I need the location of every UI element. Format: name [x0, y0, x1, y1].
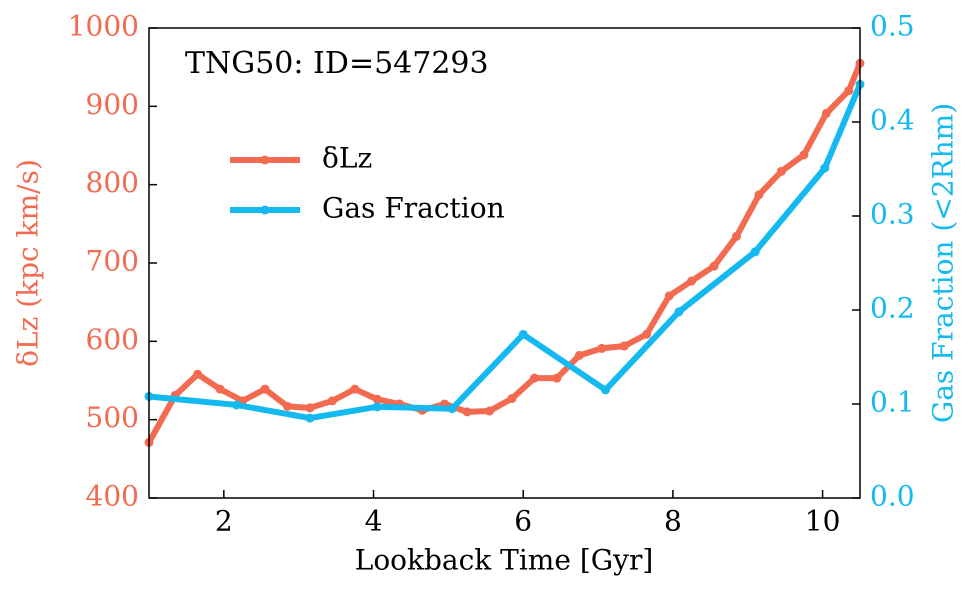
point: [820, 163, 830, 173]
point: [552, 373, 562, 383]
legend-marker: [260, 155, 270, 165]
point: [750, 247, 760, 257]
y2-tick-label: 0.0: [870, 480, 915, 513]
x-tick-label: 10: [805, 505, 841, 538]
point: [305, 403, 315, 413]
legend-label: Gas Fraction: [322, 192, 505, 225]
point: [372, 402, 382, 412]
point: [754, 190, 764, 200]
point: [507, 394, 517, 404]
point: [642, 329, 652, 339]
point: [664, 291, 674, 301]
point: [844, 86, 854, 96]
y-tick-label: 800: [86, 166, 139, 199]
point: [232, 400, 242, 410]
point: [260, 384, 270, 394]
point: [674, 307, 684, 317]
y2-tick-label: 0.2: [870, 292, 915, 325]
point: [462, 407, 472, 417]
point: [732, 231, 742, 241]
point: [485, 406, 495, 416]
legend-label: δLz: [322, 142, 372, 175]
point: [215, 384, 225, 394]
y2-tick-label: 0.3: [870, 198, 915, 231]
x-tick-label: 8: [664, 505, 682, 538]
x-tick-label: 2: [215, 505, 233, 538]
y-tick-label: 400: [86, 480, 139, 513]
y-tick-label: 1000: [68, 10, 139, 43]
y2-axis-label: Gas Fraction (<2Rhm): [927, 103, 960, 423]
point: [776, 166, 786, 176]
y-tick-label: 600: [86, 323, 139, 356]
point: [821, 108, 831, 118]
point: [687, 276, 697, 286]
point: [327, 396, 337, 406]
point: [574, 350, 584, 360]
plot-frame: [148, 27, 861, 499]
point: [601, 385, 611, 395]
y-tick-label: 900: [86, 88, 139, 121]
y-tick-label: 700: [86, 245, 139, 278]
point: [799, 150, 809, 160]
point: [597, 343, 607, 353]
point: [350, 384, 360, 394]
x-tick-label: 4: [365, 505, 383, 538]
x-axis-label: Lookback Time [Gyr]: [355, 544, 654, 577]
point: [193, 369, 203, 379]
y-tick-label: 500: [86, 401, 139, 434]
point: [372, 394, 382, 404]
point: [709, 261, 719, 271]
point: [619, 341, 629, 351]
annotation: TNG50: ID=547293: [185, 46, 489, 81]
y-axis-label: δLz (kpc km/s): [12, 159, 45, 367]
y2-tick-label: 0.5: [870, 10, 915, 43]
y2-tick-label: 0.1: [870, 386, 915, 419]
y2-tick-label: 0.4: [870, 104, 915, 137]
point: [529, 373, 539, 383]
x-tick-label: 6: [514, 505, 532, 538]
point: [447, 404, 457, 414]
point: [518, 329, 528, 339]
point: [282, 401, 292, 411]
legend-marker: [260, 205, 270, 215]
point: [305, 413, 315, 423]
